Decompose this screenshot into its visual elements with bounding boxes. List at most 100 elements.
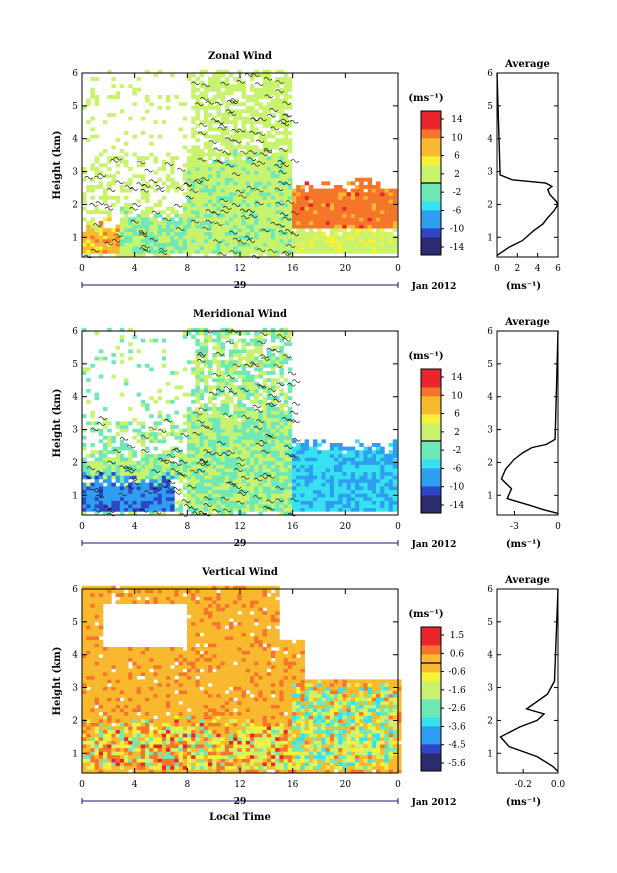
- heatmap-cell: [350, 224, 356, 229]
- heatmap-cell: [229, 511, 234, 516]
- heatmap-cell: [317, 507, 322, 512]
- heatmap-cell: [86, 744, 91, 749]
- heatmap-cell: [82, 647, 87, 651]
- heatmap-cell: [199, 84, 205, 89]
- heatmap-cell: [145, 217, 150, 222]
- heatmap-cell: [94, 765, 100, 770]
- heatmap-cell: [245, 349, 251, 354]
- heatmap-cell: [329, 221, 335, 225]
- heatmap-cell: [86, 497, 91, 501]
- heatmap-cell: [229, 464, 234, 469]
- heatmap-cell: [275, 206, 280, 211]
- heatmap-cell: [308, 221, 314, 225]
- heatmap-cell: [287, 507, 293, 512]
- heatmap-cell: [279, 109, 284, 114]
- contour-segment: [126, 444, 136, 449]
- heatmap-cell: [292, 203, 297, 207]
- heatmap-cell: [94, 471, 100, 476]
- heatmap-cell: [128, 497, 133, 501]
- heatmap-cell: [212, 407, 217, 411]
- heatmap-cell: [275, 210, 280, 215]
- heatmap-cell: [317, 195, 322, 200]
- heatmap-cell: [300, 213, 305, 218]
- heatmap-cell: [329, 504, 335, 509]
- heatmap-cell: [149, 432, 154, 437]
- heatmap-cell: [212, 203, 217, 207]
- heatmap-cell: [271, 486, 276, 491]
- heatmap-cell: [203, 195, 209, 200]
- heatmap-cell: [174, 242, 179, 247]
- heatmap-cell: [199, 246, 205, 251]
- heatmap-cell: [245, 360, 251, 365]
- contour-segment: [291, 419, 300, 423]
- heatmap-cell: [174, 228, 179, 233]
- heatmap-cell: [262, 167, 268, 171]
- heatmap-cell: [216, 95, 221, 99]
- heatmap-cell: [279, 371, 284, 375]
- heatmap-cell: [241, 367, 247, 372]
- heatmap-cell: [216, 156, 221, 161]
- heatmap-cell: [220, 399, 226, 404]
- heatmap-cell: [367, 217, 373, 222]
- heatmap-cell: [229, 87, 234, 92]
- heatmap-cell: [191, 428, 196, 433]
- contour-segment: [213, 147, 222, 152]
- average-y-tick-label: 5: [487, 102, 493, 112]
- heatmap-cell: [266, 471, 272, 476]
- heatmap-cell: [296, 192, 301, 197]
- heatmap-cell: [107, 729, 112, 734]
- heatmap-cell: [262, 249, 268, 254]
- heatmap-cell: [195, 159, 200, 164]
- heatmap-cell: [250, 249, 255, 254]
- heatmap-cell: [308, 249, 314, 254]
- heatmap-cell: [241, 345, 247, 350]
- heatmap-cell: [355, 504, 360, 509]
- heatmap-cell: [275, 174, 280, 179]
- heatmap-cell: [283, 206, 289, 211]
- heatmap-cell: [124, 468, 129, 473]
- heatmap-cell: [103, 192, 108, 197]
- heatmap-cell: [241, 91, 247, 96]
- heatmap-cell: [161, 231, 167, 236]
- heatmap-cell: [212, 163, 217, 168]
- contour-segment: [263, 148, 273, 152]
- heatmap-cell: [254, 131, 259, 135]
- heatmap-cell: [287, 367, 293, 372]
- heatmap-cell: [82, 246, 87, 251]
- heatmap-cell: [233, 486, 238, 491]
- heatmap-cell: [170, 210, 175, 215]
- heatmap-cell: [359, 242, 364, 247]
- heatmap-cell: [199, 457, 205, 462]
- heatmap-cell: [355, 217, 360, 222]
- heatmap-cell: [191, 156, 196, 161]
- heatmap-cell: [220, 192, 226, 197]
- heatmap-cell: [224, 224, 230, 229]
- heatmap-cell: [145, 507, 150, 512]
- heatmap-cell: [98, 621, 104, 626]
- heatmap-cell: [254, 242, 259, 247]
- heatmap-cell: [292, 486, 297, 491]
- heatmap-cell: [233, 443, 238, 447]
- heatmap-cell: [254, 188, 259, 193]
- heatmap-cell: [149, 242, 154, 247]
- heatmap-cell: [254, 335, 259, 339]
- heatmap-cell: [363, 446, 368, 451]
- heatmap-cell: [187, 450, 192, 455]
- heatmap-cell: [279, 102, 284, 107]
- heatmap-cell: [338, 461, 343, 465]
- heatmap-cell: [216, 511, 221, 516]
- heatmap-cell: [241, 152, 247, 157]
- heatmap-cell: [170, 493, 175, 498]
- heatmap-cell: [346, 246, 352, 251]
- heatmap-cell: [90, 697, 95, 702]
- heatmap-cell: [262, 493, 268, 498]
- heatmap-cell: [157, 177, 163, 182]
- heatmap-cell: [313, 443, 318, 447]
- heatmap-cell: [258, 399, 263, 404]
- contour-segment: [164, 162, 174, 166]
- heatmap-cell: [287, 435, 293, 440]
- heatmap-cell: [283, 185, 289, 189]
- heatmap-cell: [208, 167, 213, 171]
- heatmap-cell: [220, 511, 226, 516]
- panel-title: Meridional Wind: [193, 309, 287, 320]
